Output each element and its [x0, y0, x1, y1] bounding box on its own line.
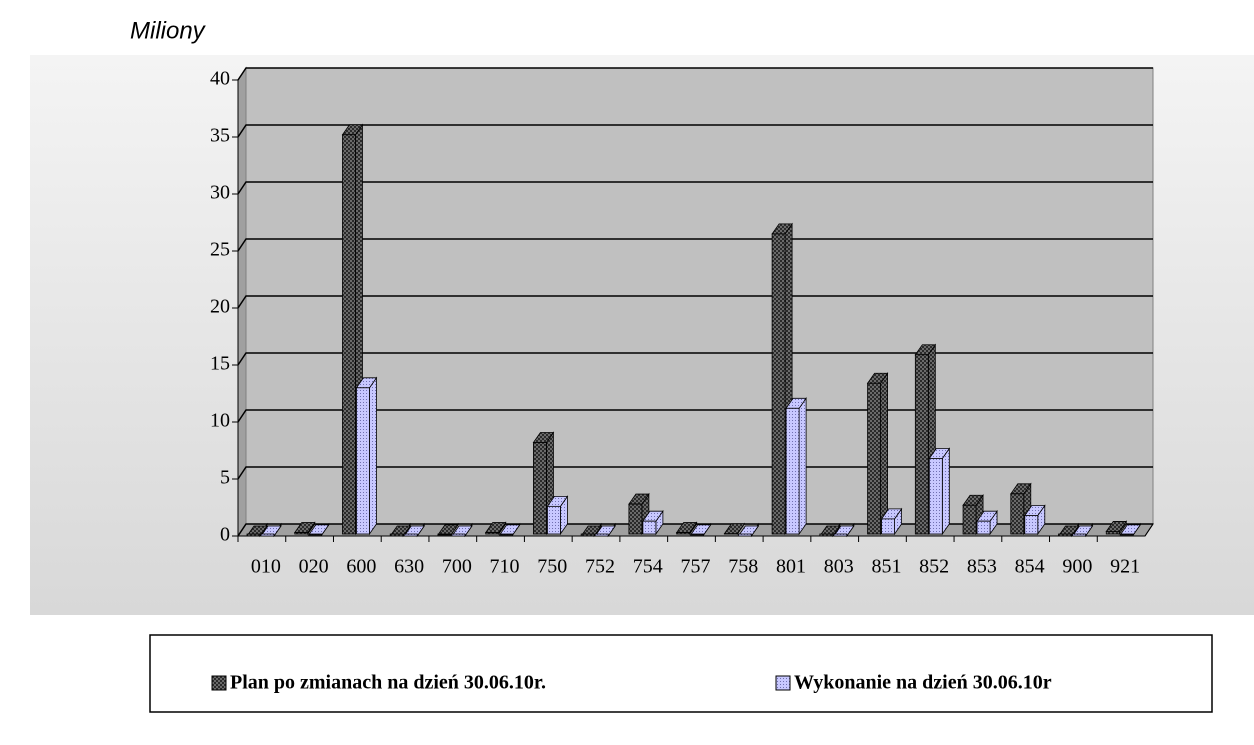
bar-side — [881, 373, 888, 534]
x-tick-label: 900 — [1062, 556, 1092, 578]
bar — [738, 534, 751, 536]
bar — [500, 534, 513, 535]
y-tick-label: 35 — [210, 125, 230, 147]
y-axis-label: Miliony — [130, 17, 207, 44]
x-tick-label: 750 — [537, 556, 567, 578]
bar — [691, 534, 704, 535]
bar — [356, 388, 369, 534]
bar — [963, 505, 976, 534]
x-tick-label: 754 — [633, 556, 663, 578]
x-tick-label: 801 — [776, 556, 806, 578]
legend-label: Plan po zmianach na dzień 30.06.10r. — [230, 672, 546, 694]
bar — [929, 458, 942, 534]
bar-side — [799, 398, 806, 534]
x-tick-label: 851 — [871, 556, 901, 578]
x-tick-label: 758 — [728, 556, 758, 578]
bar — [486, 533, 499, 534]
legend-swatch — [212, 676, 226, 690]
bar — [772, 234, 785, 534]
x-tick-label: 853 — [967, 556, 997, 578]
bar — [915, 355, 928, 534]
bar-side — [942, 448, 949, 534]
x-tick-label: 020 — [299, 556, 329, 578]
bar — [261, 534, 274, 536]
bar — [404, 534, 417, 536]
bar — [452, 534, 465, 536]
x-tick-label: 010 — [251, 556, 281, 578]
bar — [1025, 515, 1038, 534]
legend-swatch — [776, 676, 790, 690]
bar — [868, 383, 881, 534]
legend-label: Wykonanie na dzień 30.06.10r — [794, 672, 1052, 694]
x-tick-label: 852 — [919, 556, 949, 578]
bar — [581, 534, 594, 536]
bar — [547, 506, 560, 534]
x-tick-label: 710 — [490, 556, 520, 578]
y-tick-label: 0 — [220, 524, 230, 546]
bar — [295, 533, 308, 534]
y-tick-label: 20 — [210, 296, 230, 318]
x-tick-label: 700 — [442, 556, 472, 578]
bar — [342, 135, 355, 534]
y-tick-label: 40 — [210, 68, 230, 90]
x-tick-label: 752 — [585, 556, 615, 578]
x-tick-label: 921 — [1110, 556, 1140, 578]
bar — [247, 534, 260, 536]
bar — [1011, 494, 1024, 534]
x-tick-label: 803 — [824, 556, 854, 578]
bar — [1106, 531, 1119, 534]
y-tick-label: 5 — [220, 467, 230, 489]
x-tick-label: 600 — [346, 556, 376, 578]
bar — [533, 443, 546, 534]
bar — [1059, 534, 1072, 536]
x-tick-label: 757 — [681, 556, 711, 578]
y-tick-label: 10 — [210, 410, 230, 432]
bar — [629, 504, 642, 534]
bar — [643, 521, 656, 534]
bar — [677, 533, 690, 534]
bar-side — [369, 378, 376, 534]
bar — [834, 534, 847, 536]
y-tick-label: 15 — [210, 353, 230, 375]
bar — [977, 521, 990, 534]
bar — [820, 534, 833, 536]
bar — [882, 519, 895, 534]
x-tick-label: 630 — [394, 556, 424, 578]
bar — [438, 534, 451, 535]
x-tick-label: 854 — [1015, 556, 1045, 578]
y-tick-label: 25 — [210, 239, 230, 261]
y-tick-label: 30 — [210, 182, 230, 204]
bar — [309, 534, 322, 535]
bar — [390, 534, 403, 536]
bar — [786, 408, 799, 534]
bar — [595, 534, 608, 536]
bar — [1073, 534, 1086, 536]
bar — [1120, 534, 1133, 535]
